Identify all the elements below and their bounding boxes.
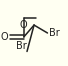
Text: Br: Br <box>16 41 26 51</box>
Text: Br: Br <box>49 28 60 38</box>
Text: O: O <box>20 20 28 30</box>
Text: O: O <box>1 32 8 42</box>
